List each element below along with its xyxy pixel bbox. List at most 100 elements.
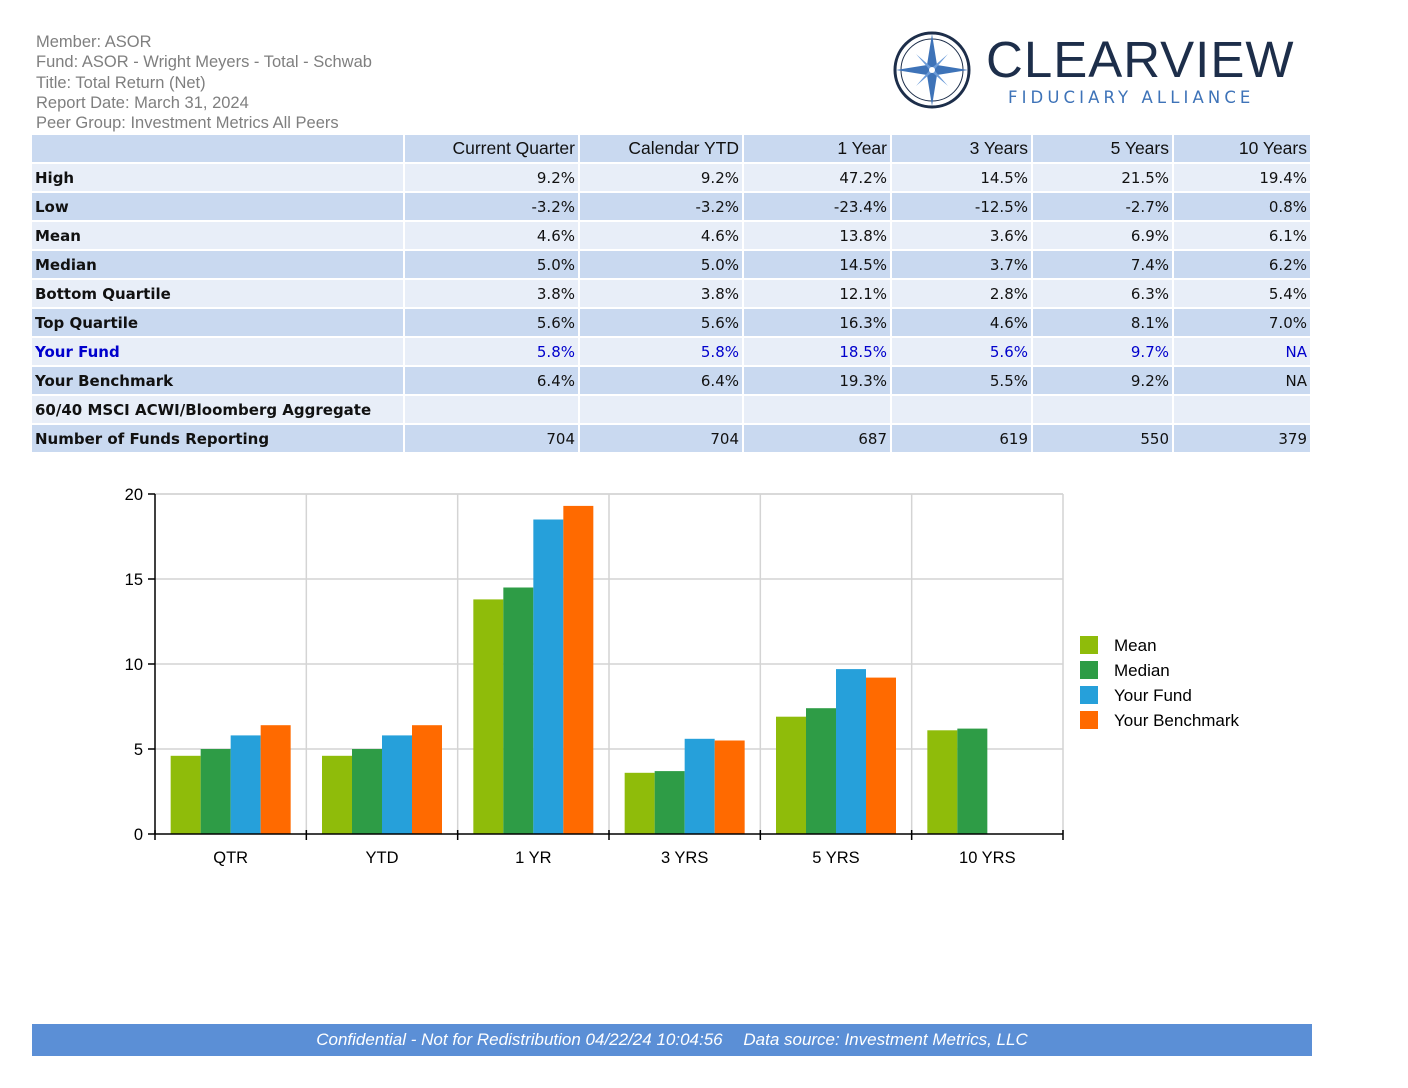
table-row: Number of Funds Reporting 704 704 687 619 550…	[32, 425, 1312, 454]
data-source-note: Data source: Investment Metrics, LLC	[743, 1030, 1028, 1049]
bar-mean	[927, 730, 958, 834]
table-cell: NA	[1174, 338, 1312, 367]
table-cell: -3.2%	[580, 193, 744, 222]
bar-mean	[776, 716, 806, 834]
bar-median	[806, 708, 836, 834]
returns-bar-chart: 0 5 10 15 20 QTR YTD 1 YR 3 YRS 5 YRS 10 YRS Mean Me…	[125, 486, 1240, 867]
bar-your-benchmark	[412, 725, 442, 834]
table-cell: -23.4%	[744, 193, 892, 222]
table-row: High 9.2% 9.2% 47.2% 14.5% 21.5% 19.4%	[32, 164, 1312, 193]
column-header: 10 Years	[1174, 135, 1312, 164]
legend-swatch	[1080, 686, 1098, 704]
table-row: 60/40 MSCI ACWI/Bloomberg Aggregate	[32, 396, 1312, 425]
y-tick-label: 5	[134, 741, 143, 759]
bar-your-benchmark	[866, 677, 896, 834]
x-tick-label: 10 YRS	[959, 849, 1016, 867]
report-date-line: Report Date: March 31, 2024	[36, 93, 249, 112]
table-cell: 19.3%	[744, 367, 892, 396]
table-cell: 550	[1033, 425, 1174, 454]
y-tick-label: 20	[125, 486, 143, 504]
table-cell: 6.4%	[405, 367, 580, 396]
bar-median	[654, 771, 685, 834]
table-cell: 6.1%	[1174, 222, 1312, 251]
table-cell: 9.2%	[1033, 367, 1174, 396]
table-cell	[1033, 396, 1174, 425]
table-cell: 6.4%	[580, 367, 744, 396]
table-cell: 7.0%	[1174, 309, 1312, 338]
table-cell: 9.2%	[405, 164, 580, 193]
row-label: 60/40 MSCI ACWI/Bloomberg Aggregate	[32, 396, 405, 425]
table-cell: 6.9%	[1033, 222, 1174, 251]
column-header: 3 Years	[892, 135, 1033, 164]
bar-your-fund	[684, 738, 715, 834]
table-cell: 379	[1174, 425, 1312, 454]
x-tick-label: 3 YRS	[661, 849, 708, 867]
table-cell: 4.6%	[405, 222, 580, 251]
legend-swatch	[1080, 636, 1098, 654]
logo-name: CLEARVIEW	[986, 31, 1295, 88]
table-cell: 14.5%	[744, 251, 892, 280]
table-cell: 6.3%	[1033, 280, 1174, 309]
table-cell: 9.7%	[1033, 338, 1174, 367]
table-cell: 16.3%	[744, 309, 892, 338]
bar-median	[352, 749, 382, 834]
column-header: Calendar YTD	[580, 135, 744, 164]
table-cell	[744, 396, 892, 425]
legend-label: Your Benchmark	[1114, 711, 1240, 730]
table-cell: 47.2%	[744, 164, 892, 193]
x-tick-label: 1 YR	[515, 849, 551, 867]
table-cell: -2.7%	[1033, 193, 1174, 222]
column-header: Current Quarter	[405, 135, 580, 164]
row-label: Median	[32, 251, 405, 280]
bar-median	[957, 728, 988, 834]
table-row: Your Benchmark 6.4% 6.4% 19.3% 5.5% 9.2% NA	[32, 367, 1312, 396]
table-cell: 19.4%	[1174, 164, 1312, 193]
column-header: 1 Year	[744, 135, 892, 164]
table-cell: 704	[405, 425, 580, 454]
table-cell: 5.5%	[892, 367, 1033, 396]
table-cell: 21.5%	[1033, 164, 1174, 193]
column-header	[32, 135, 405, 164]
bar-your-fund	[382, 735, 412, 834]
report-metadata: Member: ASOR Fund: ASOR - Wright Meyers …	[36, 32, 372, 133]
table-cell: 5.0%	[405, 251, 580, 280]
table-cell: 13.8%	[744, 222, 892, 251]
table-cell: -12.5%	[892, 193, 1033, 222]
x-tick-label: 5 YRS	[812, 849, 859, 867]
table-cell: 12.1%	[744, 280, 892, 309]
table-cell: 0.8%	[1174, 193, 1312, 222]
table-row: Bottom Quartile 3.8% 3.8% 12.1% 2.8% 6.3% 5.4%	[32, 280, 1312, 309]
table-cell: 704	[580, 425, 744, 454]
legend-label: Median	[1114, 661, 1170, 680]
bar-mean	[170, 755, 201, 834]
legend-label: Your Fund	[1114, 686, 1192, 705]
table-cell: 9.2%	[580, 164, 744, 193]
table-cell: 18.5%	[744, 338, 892, 367]
bar-your-benchmark	[714, 740, 745, 834]
x-tick-label: YTD	[366, 849, 399, 867]
legend-swatch	[1080, 661, 1098, 679]
table-cell: 619	[892, 425, 1033, 454]
bar-mean	[473, 599, 504, 834]
column-header: 5 Years	[1033, 135, 1174, 164]
bar-median	[200, 749, 231, 834]
bar-your-benchmark	[563, 505, 594, 834]
fund-line: Fund: ASOR - Wright Meyers - Total - Sch…	[36, 53, 372, 72]
table-cell	[580, 396, 744, 425]
table-cell: 5.6%	[405, 309, 580, 338]
x-tick-label: QTR	[213, 849, 248, 867]
legend-swatch	[1080, 711, 1098, 729]
table-cell: 5.0%	[580, 251, 744, 280]
table-cell: 5.8%	[580, 338, 744, 367]
y-tick-label: 0	[134, 826, 143, 844]
table-cell: 7.4%	[1033, 251, 1174, 280]
row-label: Top Quartile	[32, 309, 405, 338]
table-row: Your Fund 5.8% 5.8% 18.5% 5.6% 9.7% NA	[32, 338, 1312, 367]
clearview-logo: CLEARVIEW FIDUCIARY ALLIANCE	[890, 28, 1293, 112]
table-cell: 6.2%	[1174, 251, 1312, 280]
peer-group-line: Peer Group: Investment Metrics All Peers	[36, 114, 339, 133]
table-cell: 4.6%	[892, 309, 1033, 338]
legend-label: Mean	[1114, 636, 1157, 655]
confidential-note: Confidential - Not for Redistribution 04…	[316, 1030, 723, 1049]
table-cell: 4.6%	[580, 222, 744, 251]
